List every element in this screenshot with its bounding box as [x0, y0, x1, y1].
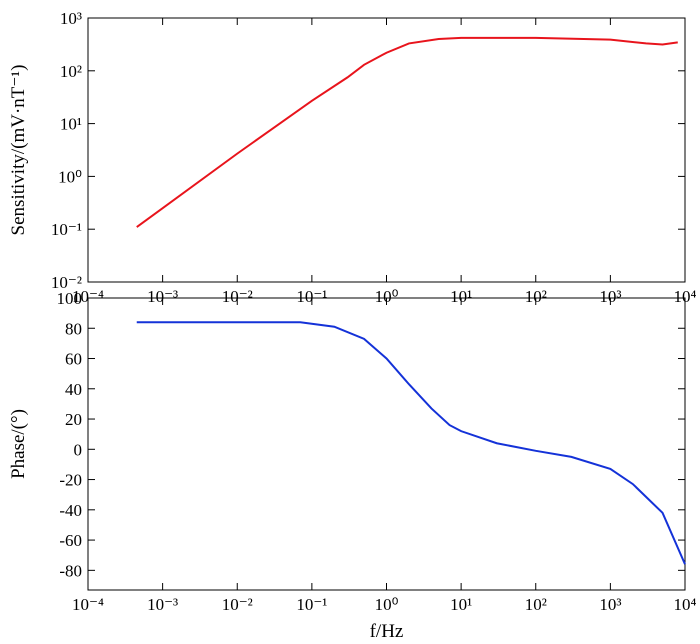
x-tick-label: 10⁻¹ — [296, 287, 327, 306]
x-tick-label: 10⁰ — [375, 595, 399, 614]
x-tick-label: 10⁴ — [674, 287, 697, 306]
y-tick-label: 100 — [57, 289, 83, 308]
y-tick-label: 10¹ — [60, 115, 82, 134]
y-tick-label: -40 — [59, 501, 82, 520]
plot-frame — [87, 17, 686, 283]
y-tick-label: -60 — [59, 531, 82, 550]
plot-frame — [87, 297, 686, 591]
y-tick-label: 0 — [74, 440, 83, 459]
data-line — [136, 36, 678, 228]
x-tick-label: 10² — [525, 595, 547, 614]
x-tick-label: 10⁰ — [375, 287, 399, 306]
y-axis-label: Phase/(°) — [8, 409, 29, 479]
x-tick-label: 10² — [525, 287, 547, 306]
data-line — [136, 321, 686, 565]
x-tick-label: 10⁻⁴ — [72, 595, 104, 614]
y-tick-label: 80 — [65, 319, 82, 338]
y-tick-label: 10⁻² — [51, 273, 82, 292]
y-tick-label: 10³ — [60, 9, 82, 28]
y-tick-label: 10² — [60, 62, 82, 81]
y-tick-label: -20 — [59, 471, 82, 490]
y-tick-label: 20 — [65, 410, 82, 429]
x-tick-label: 10³ — [599, 287, 621, 306]
y-tick-label: 10⁰ — [58, 167, 82, 186]
x-tick-label: 10⁻² — [222, 287, 253, 306]
x-tick-label: 10⁻³ — [147, 287, 178, 306]
x-tick-label: 10⁻¹ — [296, 595, 327, 614]
x-tick-label: 10³ — [599, 595, 621, 614]
y-tick-label: 60 — [65, 350, 82, 369]
x-tick-label: 10¹ — [450, 287, 472, 306]
x-tick-label: 10¹ — [450, 595, 472, 614]
x-tick-label: 10⁻⁴ — [72, 287, 104, 306]
x-tick-label: 10⁻³ — [147, 595, 178, 614]
y-axis-label: Sensitivity/(mV·nT⁻¹) — [8, 65, 29, 236]
y-tick-label: -80 — [59, 561, 82, 580]
x-tick-label: 10⁻² — [222, 595, 253, 614]
x-tick-label: 10⁴ — [674, 595, 697, 614]
x-axis-label: f/Hz — [370, 621, 404, 642]
y-tick-label: 10⁻¹ — [51, 220, 82, 239]
y-tick-label: 40 — [65, 380, 82, 399]
